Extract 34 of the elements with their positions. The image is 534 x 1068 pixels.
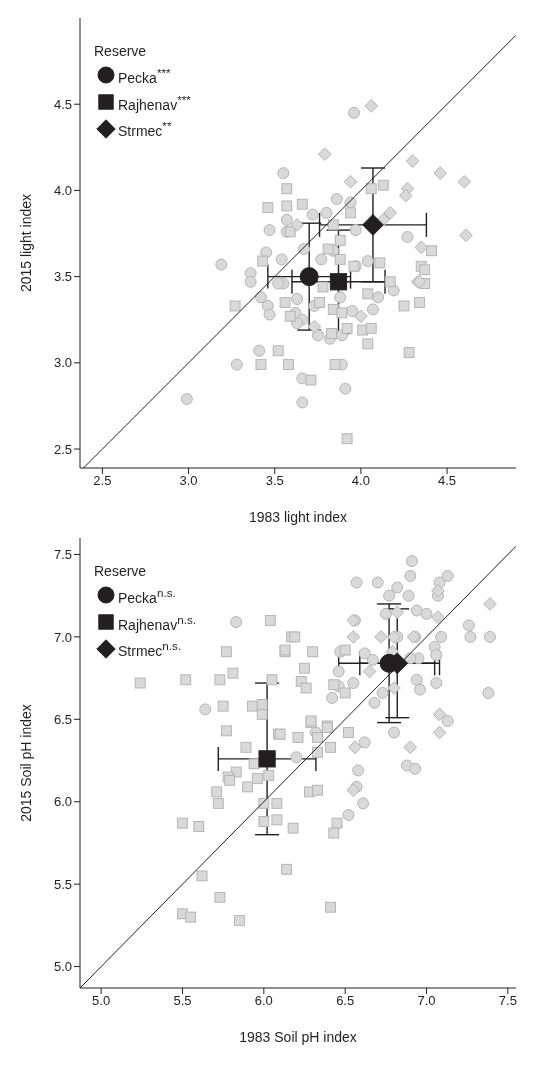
legend-label: Rajhenav$^{n.s.}$ bbox=[118, 611, 196, 635]
y-axis-title: 2015 Soil pH index bbox=[17, 704, 34, 822]
x-axis-title: 1983 light index bbox=[248, 509, 348, 525]
y-tick-label: 5.0 bbox=[53, 959, 72, 975]
legend-title: Reserve bbox=[94, 42, 148, 61]
y-tick-label: 6.0 bbox=[53, 794, 72, 810]
x-tick-label: 2.5 bbox=[93, 473, 112, 489]
x-tick-label: 3.5 bbox=[265, 473, 284, 489]
x-tick-label: 3.0 bbox=[179, 473, 198, 489]
x-tick-label: 7.0 bbox=[417, 993, 436, 1009]
x-tick-label: 6.5 bbox=[336, 993, 355, 1009]
y-tick-label: 4.0 bbox=[53, 183, 72, 199]
y-tick-label: 3.5 bbox=[53, 269, 72, 285]
x-tick-label: 7.5 bbox=[498, 993, 517, 1009]
x-axis-title: 1983 Soil pH index bbox=[239, 1029, 357, 1045]
x-tick-label: 4.5 bbox=[438, 473, 457, 489]
x-tick-label: 5.5 bbox=[173, 993, 192, 1009]
legend-label: Strmec$^{n.s.}$ bbox=[118, 638, 182, 661]
y-tick-label: 7.5 bbox=[53, 547, 72, 563]
legend-title: Reserve bbox=[94, 562, 148, 581]
y-axis-title: 2015 light index bbox=[17, 193, 34, 293]
y-tick-label: 6.5 bbox=[53, 711, 72, 727]
x-tick-label: 6.0 bbox=[254, 993, 273, 1009]
y-tick-label: 2.5 bbox=[53, 441, 72, 457]
legend-label: Strmec$^{**}$ bbox=[118, 118, 172, 141]
y-tick-label: 3.0 bbox=[53, 355, 72, 371]
legend-label: Rajhenav$^{***}$ bbox=[118, 91, 191, 115]
x-tick-label: 4.0 bbox=[351, 473, 370, 489]
y-tick-label: 7.0 bbox=[53, 629, 72, 645]
legend-label: Pecka$^{n.s.}$ bbox=[118, 585, 176, 608]
y-tick-label: 5.5 bbox=[53, 876, 72, 892]
x-tick-label: 5.0 bbox=[92, 993, 111, 1009]
y-tick-label: 4.5 bbox=[53, 96, 72, 112]
legend-label: Pecka$^{***}$ bbox=[118, 65, 171, 88]
